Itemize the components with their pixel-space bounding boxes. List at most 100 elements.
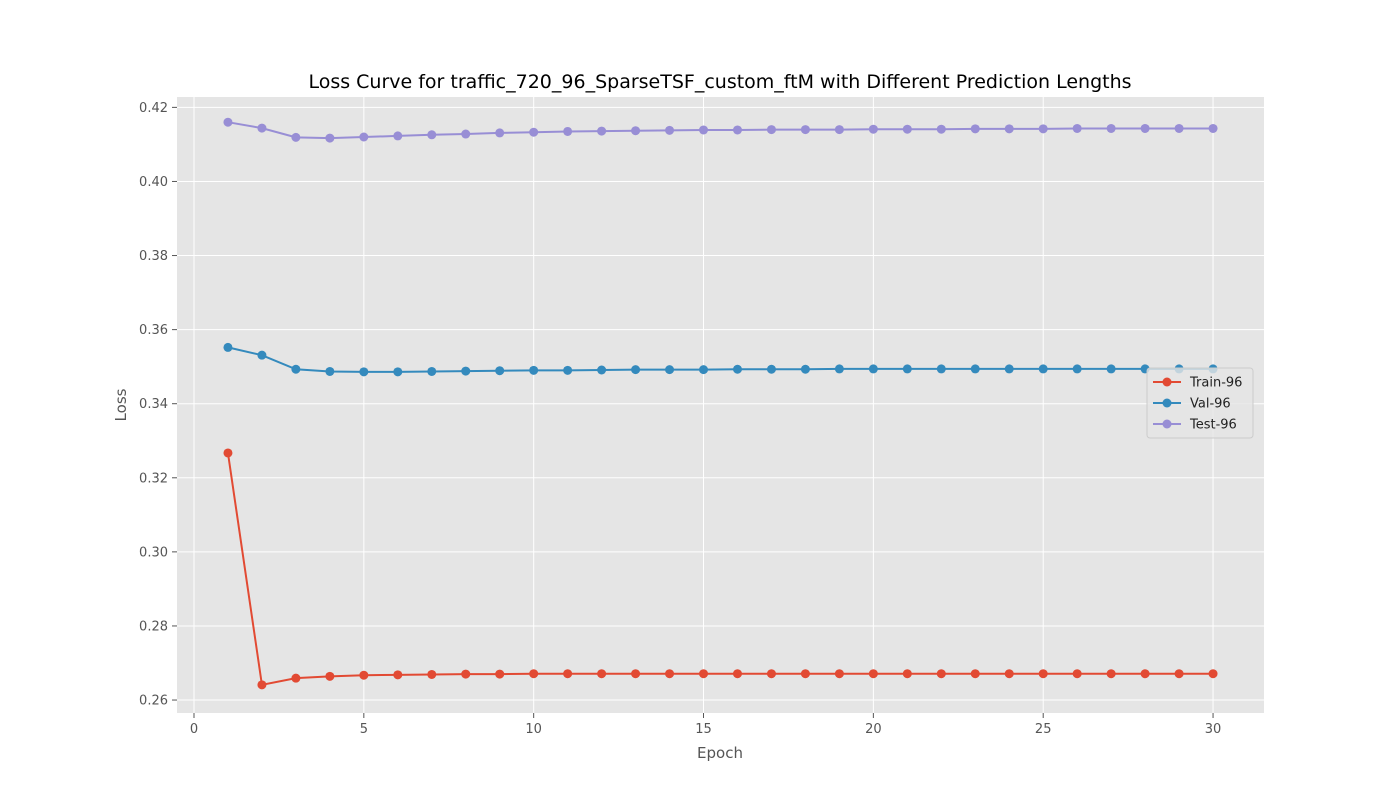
x-tick-label: 5	[360, 722, 368, 737]
x-tick-label: 25	[1035, 722, 1052, 737]
y-tick-label: 0.40	[139, 175, 168, 190]
data-point	[257, 123, 267, 133]
data-point	[1072, 364, 1082, 374]
data-point	[1106, 364, 1116, 374]
y-tick-label: 0.36	[139, 323, 168, 338]
data-point	[868, 364, 878, 374]
data-point	[223, 342, 233, 352]
data-point	[902, 364, 912, 374]
data-point	[970, 124, 980, 134]
data-point	[631, 126, 641, 136]
data-point	[800, 669, 810, 679]
data-point	[631, 669, 641, 679]
data-point	[699, 669, 709, 679]
data-point	[1004, 124, 1014, 134]
series-line	[226, 452, 1214, 687]
data-point	[257, 350, 267, 360]
data-point	[834, 364, 844, 374]
legend: Train-96 Val-96 Test-96	[1146, 367, 1254, 439]
y-tick-label: 0.34	[139, 397, 168, 412]
legend-box	[1146, 367, 1254, 439]
data-point	[631, 365, 641, 375]
data-point	[597, 669, 607, 679]
data-point	[461, 129, 471, 139]
data-point	[1208, 669, 1218, 679]
x-axis-ticks: 0 5 10 15 20 25 30	[190, 713, 1221, 737]
data-point	[936, 669, 946, 679]
data-point	[800, 125, 810, 135]
data-point	[529, 127, 539, 137]
data-point	[427, 669, 437, 679]
data-point	[800, 364, 810, 374]
data-point	[325, 671, 335, 681]
data-point	[732, 364, 742, 374]
data-point	[495, 366, 505, 376]
data-point	[732, 669, 742, 679]
data-point	[1072, 669, 1082, 679]
data-point	[495, 669, 505, 679]
data-point	[970, 364, 980, 374]
y-tick-label: 0.26	[139, 694, 168, 709]
data-point	[1004, 669, 1014, 679]
data-point	[665, 669, 675, 679]
legend-label: Train-96	[1189, 376, 1242, 391]
y-tick-label: 0.30	[139, 545, 168, 560]
y-axis-ticks: 0.26 0.28 0.30 0.32 0.34 0.36 0.38 0.40 0.42	[139, 101, 177, 709]
x-tick-label: 15	[695, 722, 712, 737]
data-point	[563, 669, 573, 679]
data-point	[868, 124, 878, 134]
legend-label: Test-96	[1189, 418, 1237, 433]
x-tick-label: 10	[525, 722, 542, 737]
data-point	[597, 126, 607, 136]
legend-marker	[1162, 419, 1172, 429]
data-point	[902, 669, 912, 679]
data-point	[257, 680, 267, 690]
data-point	[699, 365, 709, 375]
data-point	[461, 366, 471, 376]
y-axis-label: Loss	[112, 388, 130, 421]
data-point	[766, 364, 776, 374]
data-point	[359, 670, 369, 680]
legend-label: Val-96	[1190, 397, 1231, 412]
legend-marker	[1162, 398, 1172, 408]
data-point	[902, 124, 912, 134]
data-point	[766, 125, 776, 135]
series-train-96	[223, 448, 1218, 690]
data-point	[1038, 364, 1048, 374]
data-point	[1038, 124, 1048, 134]
data-point	[1004, 364, 1014, 374]
x-tick-label: 0	[190, 722, 198, 737]
gridlines	[177, 97, 1264, 713]
data-point	[325, 366, 335, 376]
data-point	[732, 125, 742, 135]
data-point	[359, 367, 369, 377]
data-point	[665, 125, 675, 135]
data-point	[834, 125, 844, 135]
legend-item: Val-96	[1153, 397, 1231, 412]
data-point	[766, 669, 776, 679]
data-point	[325, 133, 335, 143]
data-point	[393, 670, 403, 680]
data-point	[291, 132, 301, 142]
y-tick-label: 0.32	[139, 471, 168, 486]
y-tick-label: 0.42	[139, 101, 168, 116]
data-point	[699, 125, 709, 135]
series-line	[227, 121, 1214, 140]
data-point	[563, 365, 573, 375]
data-point	[1208, 123, 1218, 133]
data-point	[970, 669, 980, 679]
y-tick-label: 0.38	[139, 249, 168, 264]
data-point	[1072, 123, 1082, 133]
legend-item: Test-96	[1153, 418, 1237, 433]
data-point	[1106, 669, 1116, 679]
x-tick-label: 30	[1205, 722, 1222, 737]
data-point	[393, 131, 403, 141]
data-point	[834, 669, 844, 679]
data-point	[563, 126, 573, 136]
data-point	[495, 128, 505, 138]
chart-title: Loss Curve for traffic_720_96_SparseTSF_…	[308, 71, 1131, 93]
data-point	[461, 669, 471, 679]
data-point	[291, 364, 301, 374]
data-point	[597, 365, 607, 375]
series-test-96	[223, 117, 1218, 143]
